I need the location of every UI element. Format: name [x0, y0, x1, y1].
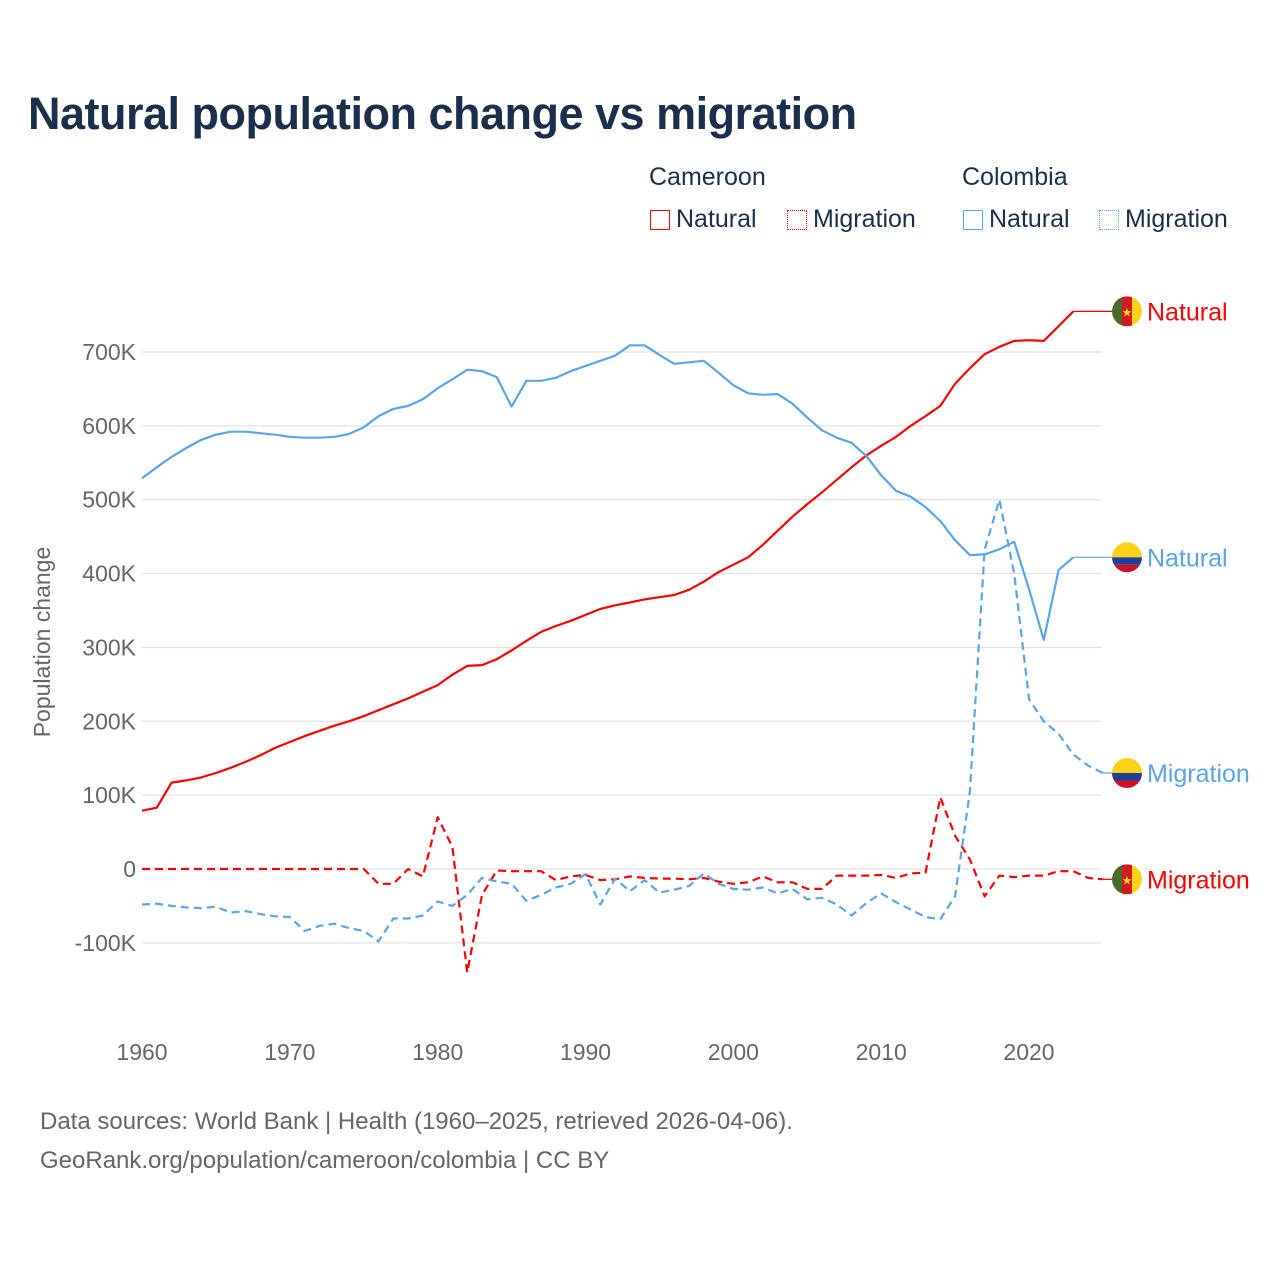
legend-label: Natural	[989, 205, 1070, 233]
end-label: Natural	[1147, 298, 1228, 326]
x-tick-label: 1990	[560, 1039, 611, 1065]
series-line-cameroon-migration	[142, 796, 1104, 974]
x-tick-label: 1980	[412, 1039, 463, 1065]
end-label: Migration	[1147, 760, 1250, 788]
x-tick-label: 2020	[1003, 1039, 1054, 1065]
legend-swatch-solid	[963, 209, 983, 230]
x-tick-label: 1970	[264, 1039, 315, 1065]
y-tick-label: -100K	[75, 930, 137, 956]
y-axis-label: Population change	[29, 547, 55, 738]
y-tick-label: 100K	[82, 782, 136, 808]
x-tick-label: 1960	[116, 1039, 167, 1065]
legend-group-title: Colombia	[962, 163, 1068, 191]
legend-group-cameroon: Cameroon	[649, 163, 766, 192]
x-tick-label: 2000	[708, 1039, 759, 1065]
cameroon-flag-icon: ★	[1112, 864, 1142, 895]
legend-item-colombia-natural[interactable]: Natural	[963, 205, 1070, 234]
y-tick-label: 500K	[82, 487, 136, 513]
cameroon-flag-icon: ★	[1112, 296, 1142, 327]
svg-text:★: ★	[1122, 873, 1133, 887]
legend-label: Migration	[813, 205, 916, 233]
y-tick-label: 0	[123, 856, 136, 882]
legend-group-colombia: Colombia	[962, 163, 1068, 192]
chart-title: Natural population change vs migration	[28, 88, 857, 139]
legend-item-colombia-migration[interactable]: Migration	[1099, 205, 1228, 234]
legend-item-cameroon-migration[interactable]: Migration	[787, 205, 916, 234]
legend-swatch-solid	[650, 209, 670, 230]
source-url[interactable]: GeoRank.org/population/cameroon/colombia…	[40, 1147, 610, 1174]
y-tick-label: 300K	[82, 634, 136, 660]
end-label: Natural	[1147, 544, 1228, 572]
y-tick-label: 400K	[82, 561, 136, 587]
svg-text:★: ★	[1122, 305, 1133, 319]
y-tick-label: 200K	[82, 708, 136, 734]
source-note: Data sources: World Bank | Health (1960–…	[40, 1108, 793, 1135]
series-line-cameroon-natural	[141, 310, 1075, 812]
y-tick-label: 600K	[82, 413, 136, 439]
legend-group-title: Cameroon	[649, 163, 766, 191]
legend-item-cameroon-natural[interactable]: Natural	[650, 205, 757, 234]
legend-swatch-dotted	[1099, 209, 1119, 230]
end-label: Migration	[1147, 866, 1250, 894]
legend-swatch-dotted	[787, 209, 807, 230]
series-line-colombia-migration	[141, 498, 1104, 943]
colombia-flag-icon	[1112, 542, 1142, 573]
series-line-colombia-natural	[141, 344, 1075, 642]
colombia-flag-icon	[1112, 757, 1142, 788]
legend-label: Migration	[1125, 205, 1228, 233]
y-tick-label: 700K	[82, 339, 136, 365]
x-tick-label: 2010	[856, 1039, 907, 1065]
legend-label: Natural	[676, 205, 757, 233]
